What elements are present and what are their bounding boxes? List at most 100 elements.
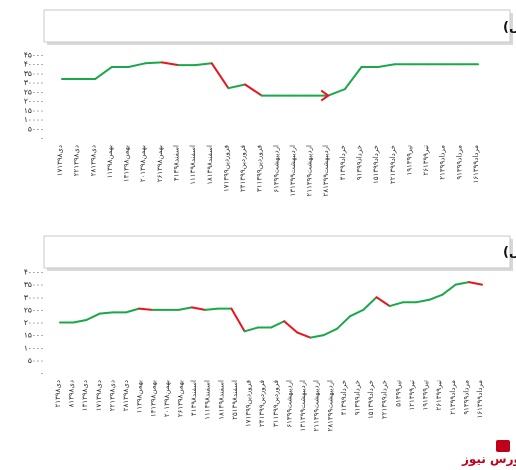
series-segment	[190, 306, 207, 311]
chart-title: روند قیمت لوب کات سبک و سنگین پالایشگاه …	[503, 19, 516, 35]
x-tick-label: ۲۰بهمن۱۳۹۸	[139, 145, 147, 182]
y-tick-label: ۳۵۰۰۰	[24, 280, 44, 289]
x-tick-label: ۱۳دی۱۳۹۸	[81, 380, 89, 411]
x-tick-label: ۹مرداد۱۳۹۹	[455, 145, 463, 180]
series-segment	[388, 301, 404, 308]
series-segment	[327, 88, 346, 97]
y-tick-label: ۵۰۰۰	[28, 124, 44, 133]
y-tick-label: ۵۰۰۰	[28, 356, 44, 365]
x-tick-label: ۱۷دی۱۳۹۸	[56, 145, 64, 176]
series-segment	[144, 61, 163, 65]
series-segment	[230, 307, 246, 333]
y-tick-label: ۰	[40, 369, 44, 378]
x-tick-label: ۲۶بهمن۱۳۹۸	[156, 145, 164, 182]
x-tick-label: ۱۸اسفند۱۳۹۸	[217, 380, 225, 420]
x-tick-label: ۱۱اسفند۱۳۹۸	[204, 380, 212, 420]
y-tick-label: ۳۵۰۰۰	[24, 69, 44, 78]
bourse-news-logo: بورس نیوز	[462, 452, 516, 466]
bourse-news-logo-icon	[496, 440, 510, 452]
x-tick-label: ۹خرداد۱۳۹۹	[353, 380, 361, 415]
series-segment	[377, 63, 396, 68]
series-segment	[375, 296, 391, 308]
series-segment	[309, 334, 325, 339]
y-tick-label: ۲۰۰۰۰	[24, 97, 44, 106]
x-tick-label: ۱۵خرداد۱۳۹۹	[372, 145, 380, 184]
chart-vacuum-bottom: روند قیمتی وکیوم باتوم پالایشگاه تهران (…	[24, 235, 516, 431]
y-tick-label: ۱۵۰۰۰	[24, 106, 44, 115]
y-tick-label: ۱۵۰۰۰	[24, 331, 44, 340]
chart-panel-lube-cut: روند قیمت لوب کات سبک و سنگین پالایشگاه …	[0, 0, 516, 230]
y-tick-label: ۲۵۰۰۰	[24, 87, 44, 96]
series-segment	[98, 311, 114, 315]
x-tick-label: ۴خرداد۱۳۹۹	[339, 145, 347, 180]
series-segment	[227, 83, 247, 90]
series-segment	[72, 318, 88, 324]
series-segment	[415, 298, 431, 304]
series-segment	[335, 315, 352, 330]
series-segment	[441, 283, 457, 296]
x-tick-label: ۲۰بهمن۱۳۹۸	[163, 380, 171, 417]
x-tick-label: ۲۶بهمن۱۳۹۸	[177, 380, 185, 417]
x-tick-label: ۵تیر۱۳۹۹	[394, 380, 402, 407]
x-tick-label: ۴اسفند۱۳۹۸	[190, 380, 198, 416]
y-tick-label: ۱۰۰۰۰	[24, 343, 44, 352]
series-segment	[270, 320, 286, 329]
x-tick-label: ۲مرداد۱۳۹۹	[449, 380, 457, 415]
chart-panel-vacuum-bottom: روند قیمتی وکیوم باتوم پالایشگاه تهران (…	[0, 232, 516, 470]
x-tick-label: ۲۱اردیبهشت۱۳۹۹	[313, 380, 321, 431]
x-tick-label: ۱۶مرداد۱۳۹۹	[472, 145, 480, 184]
y-tick-label: ۳۰۰۰۰	[24, 293, 44, 302]
x-tick-label: ۱۳بهمن۱۳۹۸	[123, 145, 131, 182]
x-tick-label: ۱۹تیر۱۳۹۹	[422, 380, 430, 411]
x-tick-label: ۴خرداد۱۳۹۹	[340, 380, 348, 415]
series-segment	[343, 65, 363, 91]
x-tick-label: ۲مرداد۱۳۹۹	[439, 145, 447, 180]
x-tick-label: ۱۲تیر۱۳۹۹	[408, 380, 416, 411]
series-segment	[244, 83, 263, 97]
x-tick-label: ۲۲دی۱۳۹۸	[108, 380, 116, 411]
x-tick-label: ۱بهمن۱۳۹۸	[136, 380, 144, 413]
x-tick-label: ۲۴فروردین۱۳۹۹	[258, 380, 266, 427]
series-segment	[194, 62, 213, 67]
series-segment	[243, 326, 259, 333]
x-tick-label: ۲۶تیر۱۳۹۹	[422, 145, 430, 176]
series-segment	[362, 296, 378, 311]
x-tick-label: ۹مرداد۱۳۹۹	[462, 380, 470, 415]
x-tick-label: ۱۷دی۱۳۹۸	[95, 380, 103, 411]
series-segment	[160, 61, 180, 67]
x-tick-label: ۱۳بهمن۱۳۹۸	[149, 380, 157, 417]
y-tick-label: ۱۰۰۰۰	[24, 115, 44, 124]
series-segment	[210, 62, 230, 90]
x-tick-label: ۸دی۱۳۹۸	[68, 380, 76, 407]
x-tick-label: ۱۳اردیبهشت۱۳۹۹	[289, 145, 297, 196]
series-segment	[177, 306, 193, 311]
series-segment	[138, 307, 154, 311]
series-segment	[322, 327, 338, 337]
y-tick-label: ۲۵۰۰۰	[24, 305, 44, 314]
x-tick-label: ۲۸دی۱۳۹۸	[89, 145, 97, 176]
y-tick-label: ۲۰۰۰۰	[24, 318, 44, 327]
series-segment	[204, 307, 220, 311]
chart-frame	[43, 235, 511, 269]
x-tick-label: ۳۱فروردین۱۳۹۹	[272, 380, 280, 427]
x-tick-label: ۱۹تیر۱۳۹۹	[405, 145, 413, 176]
x-tick-label: ۲۱اردیبهشت۱۳۹۹	[306, 145, 314, 196]
y-tick-label: ۴۰۰۰۰	[24, 268, 44, 277]
x-tick-label: ۱بهمن۱۳۹۸	[106, 145, 114, 178]
series-segment	[124, 307, 141, 314]
series-segment	[454, 281, 470, 286]
x-tick-label: ۲۵اسفند۱۳۹۸	[231, 380, 239, 420]
chart-title: روند قیمتی وکیوم باتوم پالایشگاه تهران (…	[503, 244, 516, 260]
series-segment	[283, 320, 299, 334]
x-tick-label: ۲۲خرداد۱۳۹۹	[381, 380, 389, 419]
y-tick-label: ۰	[40, 134, 44, 143]
y-tick-label: ۴۰۰۰۰	[24, 60, 44, 69]
x-tick-label: ۲۲خرداد۱۳۹۹	[389, 145, 397, 184]
x-tick-label: ۱۷فروردین۱۳۹۹	[222, 145, 230, 192]
x-tick-label: ۱۳اردیبهشت۱۳۹۹	[299, 380, 307, 431]
x-tick-label: ۱۷فروردین۱۳۹۹	[245, 380, 253, 427]
series-segment	[94, 65, 113, 80]
series-segment	[428, 293, 444, 301]
x-tick-label: ۱۵خرداد۱۳۹۹	[367, 380, 375, 419]
x-tick-label: ۱۱اسفند۱۳۹۸	[189, 145, 197, 185]
